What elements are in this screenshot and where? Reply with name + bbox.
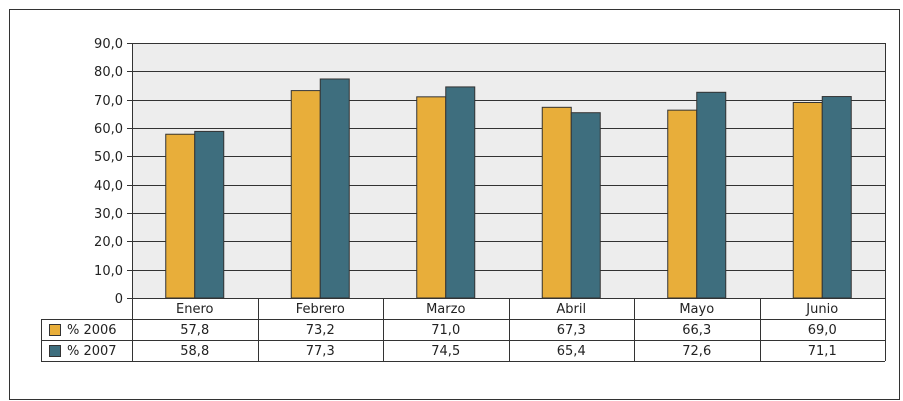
table-value: 67,3	[557, 323, 586, 338]
axes	[132, 43, 886, 361]
legend-label: % 2007	[67, 344, 117, 359]
table-value: 66,3	[682, 323, 711, 338]
legend-label: % 2006	[67, 323, 117, 338]
y-tick-label: 50,0	[94, 150, 123, 165]
bar-2006-junio	[792, 102, 823, 299]
x-category-label: Junio	[805, 302, 838, 317]
table-value: 71,0	[431, 323, 460, 338]
y-tick-label: 80,0	[94, 65, 123, 80]
y-tick-label: 20,0	[94, 235, 123, 250]
table-value: 72,6	[682, 344, 711, 359]
bar-series	[165, 78, 852, 299]
x-category-label: Abril	[556, 302, 586, 317]
bar-2006-marzo	[416, 96, 447, 299]
y-tick-label: 30,0	[94, 207, 123, 222]
table-value: 57,8	[180, 323, 209, 338]
bar-2007-junio	[821, 96, 852, 299]
bar-2007-marzo	[445, 86, 476, 299]
table-value: 69,0	[808, 323, 837, 338]
table-value: 58,8	[180, 344, 209, 359]
legend-swatch-2007	[49, 345, 61, 357]
bar-2006-febrero	[290, 90, 321, 299]
plot-background	[132, 43, 885, 298]
y-tick-label: 90,0	[94, 37, 123, 52]
table-value: 77,3	[306, 344, 335, 359]
table-value: 73,2	[306, 323, 335, 338]
y-tick-label: 0	[115, 292, 123, 307]
bar-2007-abril	[570, 112, 601, 299]
y-tick-label: 10,0	[94, 264, 123, 279]
bar-2006-enero	[165, 133, 196, 299]
bar-2007-mayo	[696, 91, 727, 299]
table-value: 71,1	[808, 344, 837, 359]
x-category-label: Mayo	[679, 302, 714, 317]
table-value: 74,5	[431, 344, 460, 359]
table-value: 65,4	[557, 344, 586, 359]
bar-2006-abril	[541, 106, 572, 299]
bar-2006-mayo	[667, 109, 698, 299]
y-tick-label: 60,0	[94, 122, 123, 137]
y-tick-label: 70,0	[94, 94, 123, 109]
legend-swatch-2006	[49, 324, 61, 336]
bar-2007-enero	[194, 130, 225, 299]
x-category-label: Febrero	[296, 302, 345, 317]
bar-2007-febrero	[319, 78, 350, 299]
y-axis-ticks: 0 10,0 20,0 30,0 40,0 50,0 60,0 70,0 80,0 90,0	[94, 37, 132, 307]
x-category-label: Enero	[176, 302, 214, 317]
x-category-label: Marzo	[426, 302, 465, 317]
y-tick-label: 40,0	[94, 179, 123, 194]
data-table: Enero Febrero Marzo Abril Mayo Junio % 2006 57,…	[41, 298, 885, 362]
